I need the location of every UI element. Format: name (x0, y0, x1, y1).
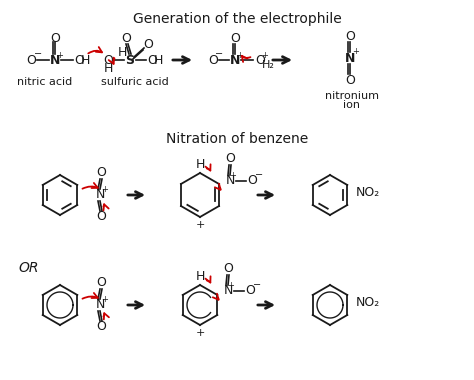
Text: +: + (237, 51, 244, 60)
Text: +: + (262, 51, 268, 60)
Text: +: + (229, 171, 237, 180)
Text: Nitration of benzene: Nitration of benzene (166, 132, 308, 146)
Text: O: O (147, 54, 157, 66)
Text: +: + (353, 48, 359, 57)
Text: H: H (195, 158, 205, 171)
Text: N: N (95, 299, 105, 312)
Text: O: O (223, 263, 233, 276)
Text: NO₂: NO₂ (356, 185, 380, 198)
Text: H: H (117, 46, 127, 59)
Text: NO₂: NO₂ (356, 296, 380, 309)
Text: +: + (101, 185, 109, 195)
Text: H: H (103, 62, 113, 74)
Text: +: + (101, 296, 109, 304)
Text: O: O (247, 174, 257, 187)
Text: O: O (26, 54, 36, 66)
Text: +: + (195, 220, 205, 230)
Text: S: S (126, 54, 135, 66)
Text: N: N (225, 174, 235, 187)
Text: N: N (95, 188, 105, 201)
Text: +: + (56, 51, 64, 60)
Text: ion: ion (344, 100, 361, 110)
Text: O: O (96, 320, 106, 334)
Text: N: N (345, 52, 355, 65)
Text: O: O (96, 211, 106, 223)
Text: O: O (245, 285, 255, 298)
Text: H: H (153, 54, 163, 66)
Text: O: O (345, 73, 355, 87)
Text: O: O (103, 54, 113, 66)
Text: O: O (255, 54, 265, 66)
Text: nitronium: nitronium (325, 91, 379, 101)
Text: O: O (74, 54, 84, 66)
Text: O: O (345, 30, 355, 43)
Text: −: − (255, 170, 263, 180)
Text: −: − (215, 49, 223, 59)
Text: O: O (121, 32, 131, 44)
Text: N: N (223, 285, 233, 298)
Text: H: H (80, 54, 90, 66)
Text: sulfuric acid: sulfuric acid (101, 77, 169, 87)
Text: +: + (228, 282, 235, 290)
Text: −: − (34, 49, 42, 59)
Text: N: N (230, 54, 240, 66)
Text: H: H (195, 271, 205, 283)
Text: O: O (225, 152, 235, 166)
Text: N: N (50, 54, 60, 66)
Text: O: O (208, 54, 218, 66)
Text: −: − (253, 280, 261, 290)
Text: Generation of the electrophile: Generation of the electrophile (133, 12, 341, 26)
Text: H₂: H₂ (262, 60, 274, 70)
Text: O: O (230, 32, 240, 44)
Text: nitric acid: nitric acid (18, 77, 73, 87)
Text: O: O (143, 38, 153, 51)
Text: O: O (96, 277, 106, 290)
Text: OR: OR (18, 261, 38, 275)
Text: O: O (50, 32, 60, 44)
Text: O: O (96, 166, 106, 179)
Text: +: + (195, 328, 205, 338)
